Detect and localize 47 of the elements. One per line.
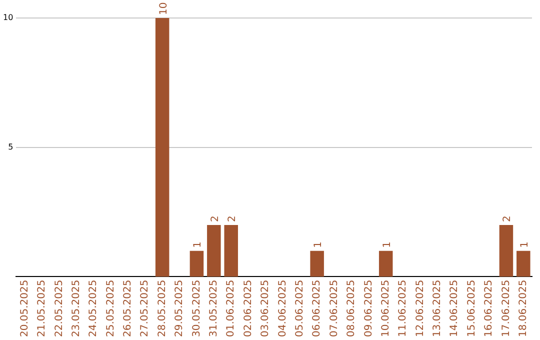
x-tick-label: 18.06.2025 [518, 280, 529, 338]
x-tick-label: 08.06.2025 [346, 280, 358, 338]
bar [516, 250, 530, 277]
data-label: 10 [158, 2, 170, 15]
x-tick-label: 17.06.2025 [500, 280, 512, 338]
x-tick-label: 31.05.2025 [208, 280, 220, 338]
x-tick-label: 02.06.2025 [242, 280, 254, 338]
bar [155, 18, 170, 277]
x-tick-label: 06.06.2025 [312, 280, 323, 338]
x-tick-label: 11.06.2025 [398, 280, 409, 338]
x-tick-label: 23.05.2025 [70, 280, 82, 338]
bar [310, 250, 324, 277]
x-tick-label: 07.06.2025 [328, 280, 340, 338]
x-tick-label: 10.06.2025 [380, 280, 392, 338]
data-label: 1 [192, 241, 204, 248]
x-tick-label: 27.05.2025 [140, 280, 151, 338]
x-tick-label: 09.06.2025 [363, 280, 374, 338]
x-tick-label: 15.06.2025 [466, 280, 478, 338]
x-tick-label: 04.06.2025 [277, 280, 288, 338]
y-tick-label: 5 [8, 142, 14, 152]
data-label: 2 [227, 216, 238, 222]
x-tick-label: 21.05.2025 [36, 280, 48, 338]
x-tick-label: 03.06.2025 [260, 280, 272, 338]
data-label: 1 [382, 241, 393, 248]
data-label: 2 [502, 216, 514, 222]
data-label: 1 [313, 241, 324, 248]
x-tick-label: 01.06.2025 [226, 280, 237, 338]
x-tick-label: 25.05.2025 [105, 280, 116, 338]
x-tick-label: 30.05.2025 [191, 280, 202, 338]
x-tick-label: 29.05.2025 [174, 280, 186, 338]
x-tick-label: 20.05.2025 [19, 280, 30, 338]
bar [499, 224, 514, 277]
x-tick-label: 24.05.2025 [88, 280, 100, 338]
bar [378, 250, 393, 277]
data-label: 1 [519, 241, 530, 248]
x-tick-label: 28.05.2025 [156, 280, 168, 338]
data-label: 2 [210, 216, 221, 222]
bar [207, 224, 221, 277]
x-tick-label: 22.05.2025 [54, 280, 65, 338]
x-tick-label: 12.06.2025 [414, 280, 426, 338]
x-tick-label: 05.06.2025 [294, 280, 306, 338]
bar [190, 250, 204, 277]
x-tick-label: 13.06.2025 [432, 280, 444, 338]
bar [224, 224, 238, 277]
x-tick-label: 16.06.2025 [484, 280, 495, 338]
x-tick-label: 14.06.2025 [449, 280, 460, 338]
x-tick-label: 26.05.2025 [122, 280, 134, 338]
